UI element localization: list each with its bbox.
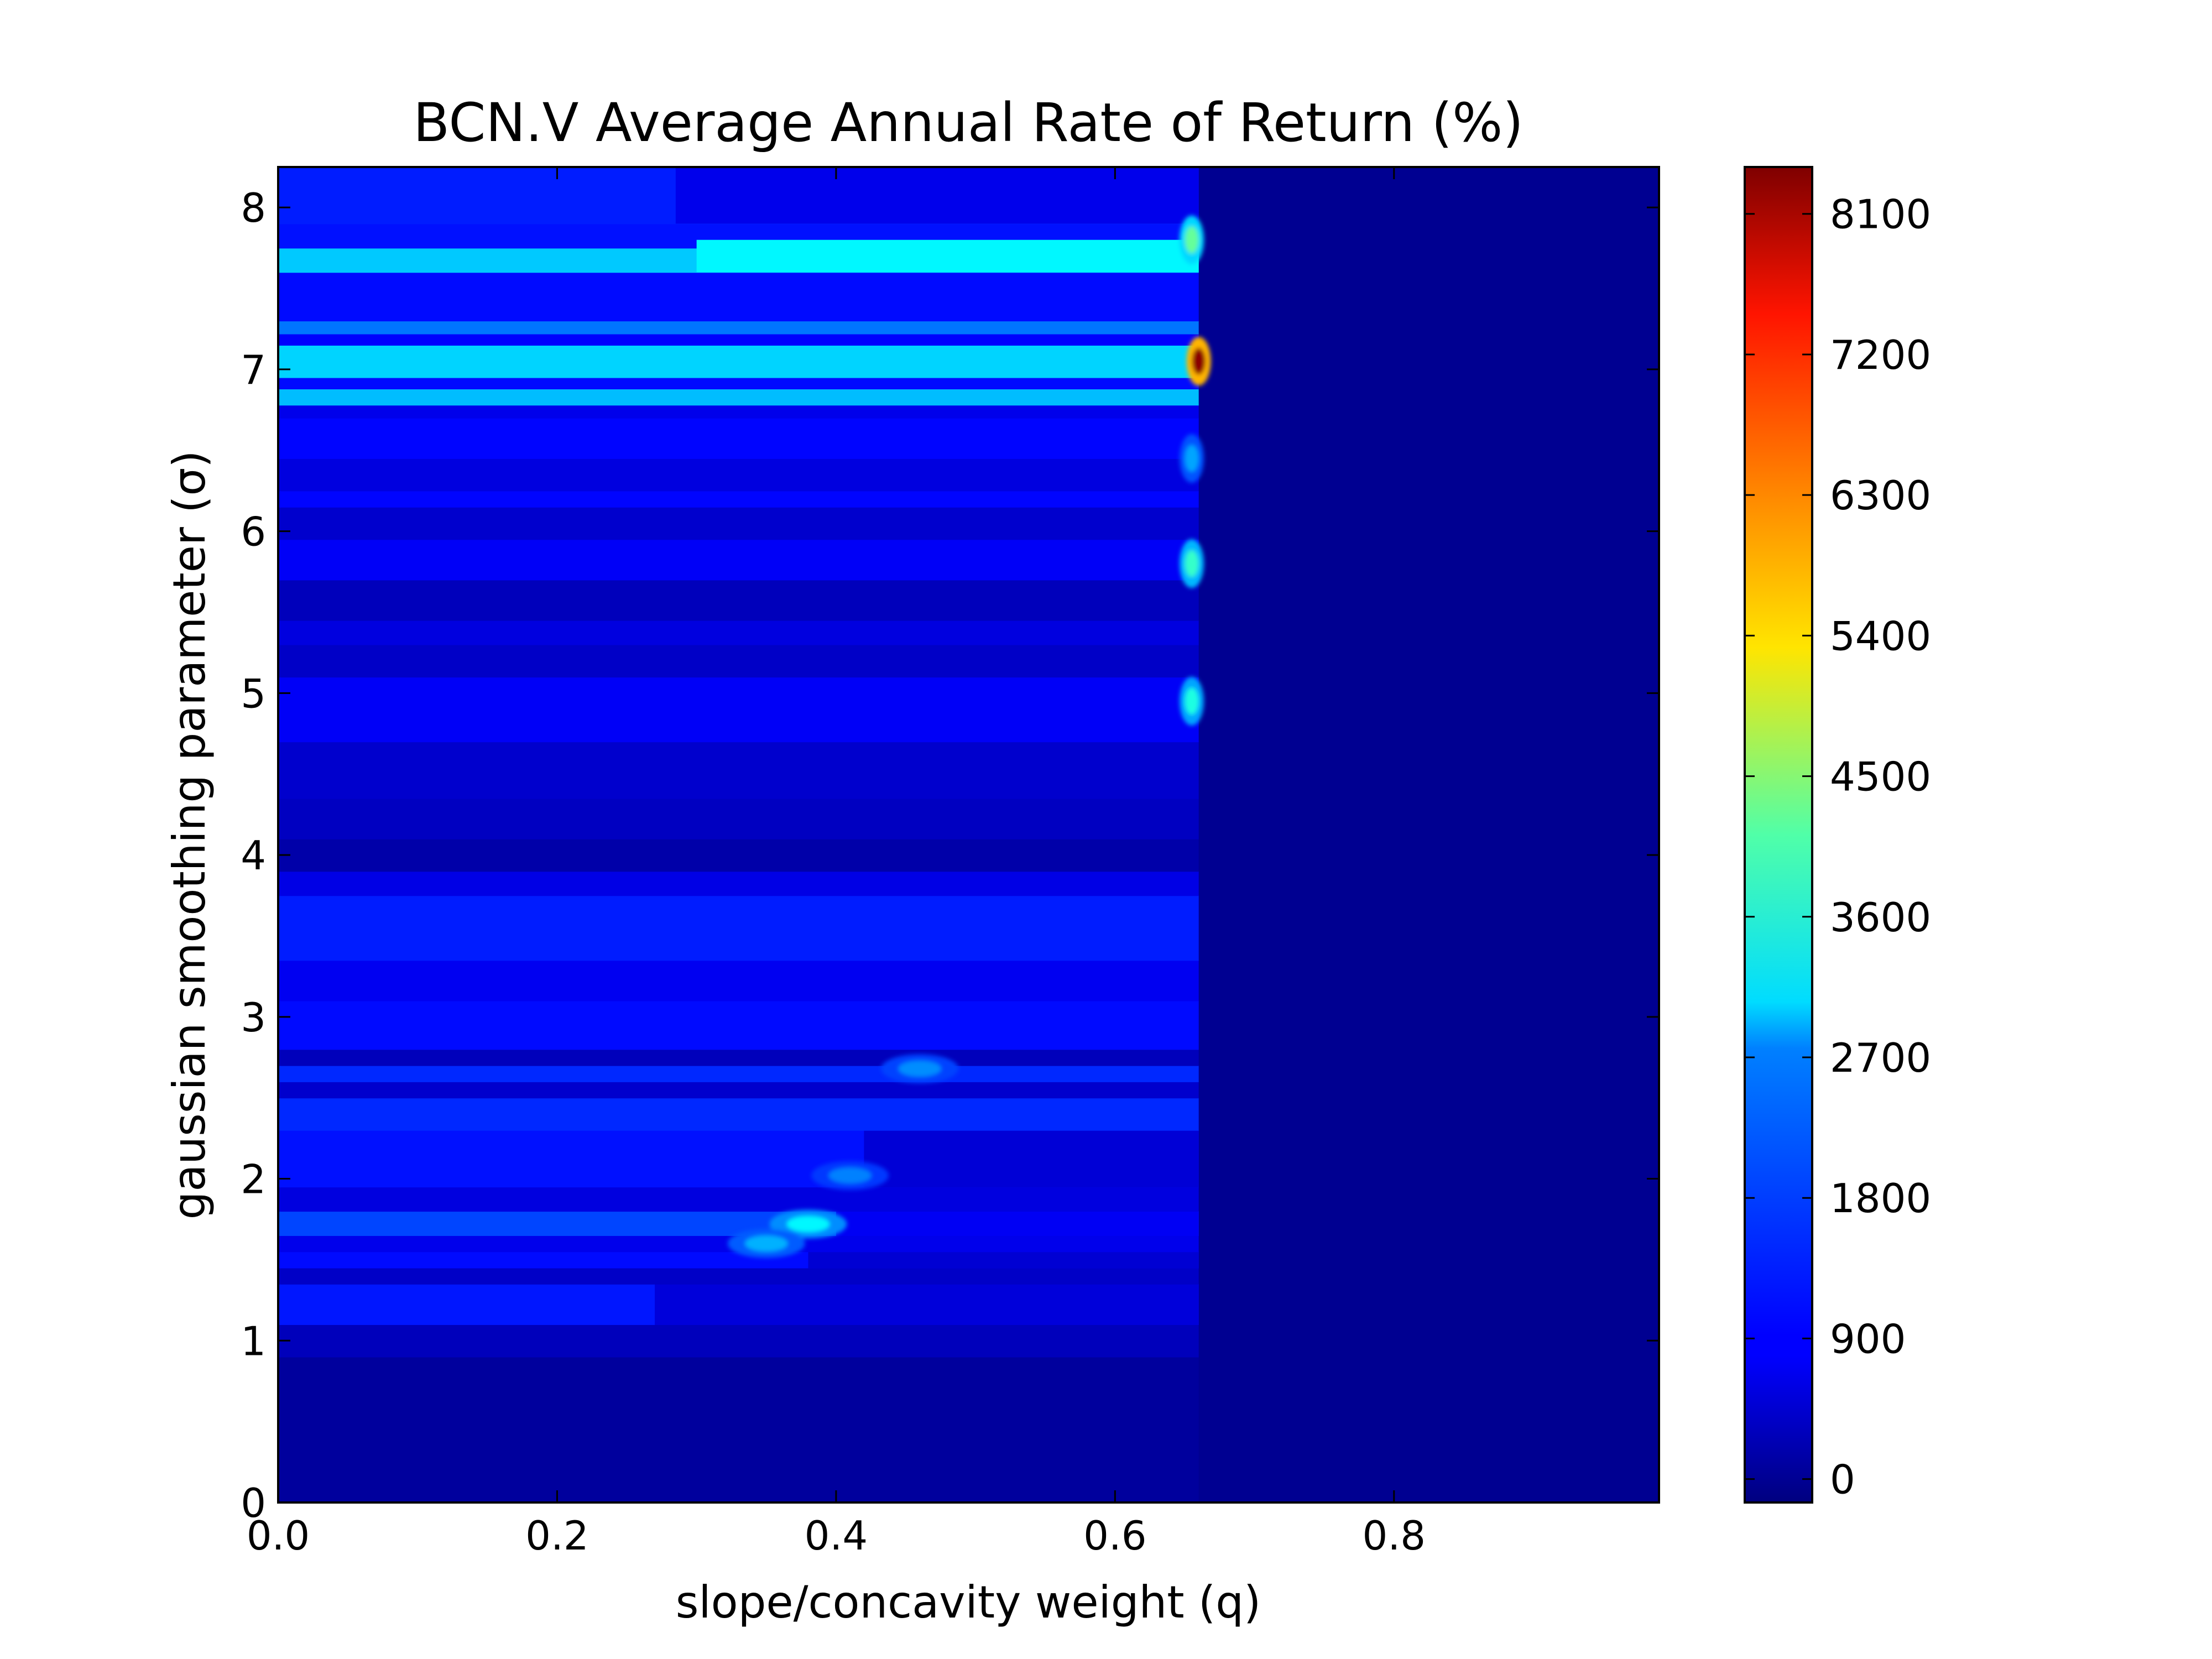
contour-band-fade — [864, 1130, 1199, 1188]
contour-band — [278, 895, 1199, 961]
x-tick-label: 0.0 — [247, 1512, 310, 1559]
contour-band — [278, 539, 1199, 581]
colorbar-tick-label: 2700 — [1830, 1035, 1931, 1081]
chart-title: BCN.V Average Annual Rate of Return (%) — [413, 92, 1524, 154]
contour-band — [278, 644, 1199, 678]
contour-band — [278, 677, 1199, 743]
contour-band — [278, 1000, 1199, 1050]
contour-peak-core — [1185, 226, 1199, 253]
contour-peak-core — [828, 1167, 872, 1183]
contour-band — [278, 620, 1199, 645]
y-tick-label: 3 — [241, 994, 266, 1041]
colorbar-tick-label: 0 — [1830, 1457, 1855, 1503]
plot-frame — [277, 166, 1660, 1504]
x-axis-label: slope/concavity weight (q) — [676, 1577, 1261, 1628]
contour-band — [278, 960, 1199, 1001]
contour-band — [278, 418, 1199, 459]
contour-peak-core — [745, 1235, 788, 1251]
contour-band-fade — [655, 1284, 1199, 1325]
y-tick-label: 1 — [241, 1318, 266, 1364]
contour-band — [278, 377, 1199, 390]
contour-peak-core — [1192, 348, 1206, 375]
x-tick-label: 0.6 — [1083, 1512, 1147, 1559]
y-tick-label: 7 — [241, 347, 266, 393]
contour-overrides — [675, 167, 1199, 273]
colorbar — [1744, 166, 1813, 1504]
y-tick-label: 4 — [241, 832, 266, 879]
contour-band — [278, 1065, 1199, 1082]
contour-peak-core — [1185, 550, 1199, 577]
contour-band — [278, 1357, 1199, 1503]
contour-band — [278, 272, 1199, 322]
contour-hotspots — [727, 215, 1211, 1258]
contour-band — [278, 742, 1199, 799]
contour-band — [278, 321, 1199, 335]
colorbar-tick-label: 4500 — [1830, 754, 1931, 800]
x-tick-label: 0.8 — [1363, 1512, 1426, 1559]
contour-band — [278, 405, 1199, 419]
contour-band — [278, 389, 1199, 406]
y-tick-label: 2 — [241, 1156, 266, 1203]
contour-peak-core — [1185, 445, 1199, 472]
contour-band — [278, 798, 1199, 839]
colorbar-tick-label: 8100 — [1830, 191, 1931, 238]
y-tick-label: 0 — [241, 1480, 266, 1526]
contour-band — [278, 507, 1199, 540]
plot-area — [278, 167, 1659, 1503]
contour-band — [278, 838, 1199, 872]
contour-band-fade — [808, 1251, 1199, 1269]
contour-peak-core — [1185, 687, 1199, 715]
contour-band — [278, 871, 1199, 896]
y-tick-label: 5 — [241, 670, 266, 717]
contour-band — [278, 1081, 1199, 1099]
contour-band — [278, 1187, 1199, 1212]
contour-band-fade — [836, 1211, 1199, 1236]
contour-band — [278, 333, 1199, 346]
colorbar-tick-label: 1800 — [1830, 1175, 1931, 1222]
x-tick-label: 0.2 — [525, 1512, 589, 1559]
contour-band — [278, 1049, 1199, 1066]
contour-peak-core — [898, 1061, 941, 1077]
contour-band — [278, 1098, 1199, 1131]
contour-band — [278, 580, 1199, 621]
colorbar-tick-label: 3600 — [1830, 894, 1931, 941]
colorbar-tick-label: 6300 — [1830, 472, 1931, 519]
contour-band — [278, 458, 1199, 492]
contour-band — [278, 491, 1199, 508]
x-tick-label: 0.4 — [805, 1512, 868, 1559]
y-axis: 0 1 2 3 4 5 6 7 8 — [241, 185, 1659, 1526]
colorbar-tick-label: 5400 — [1830, 613, 1931, 659]
colorbar-tick-label: 7200 — [1830, 332, 1931, 378]
contour-region — [696, 239, 1199, 273]
contour-bands — [278, 167, 1199, 1503]
colorbar-axis: 0 900 1800 2700 3600 4500 5400 6300 7200 8100 — [1745, 191, 1931, 1503]
y-axis-label: gaussian smoothing parameter (σ) — [164, 451, 215, 1220]
contour-peak-core — [786, 1216, 830, 1232]
colorbar-tick-label: 900 — [1830, 1316, 1906, 1362]
contour-band — [278, 1324, 1199, 1358]
contour-region — [675, 167, 1199, 224]
x-axis: 0.0 0.2 0.4 0.6 0.8 — [247, 167, 1426, 1559]
contour-band — [278, 1267, 1199, 1285]
y-tick-label: 8 — [241, 185, 266, 231]
y-tick-label: 6 — [241, 509, 266, 555]
contour-band — [278, 345, 1199, 378]
